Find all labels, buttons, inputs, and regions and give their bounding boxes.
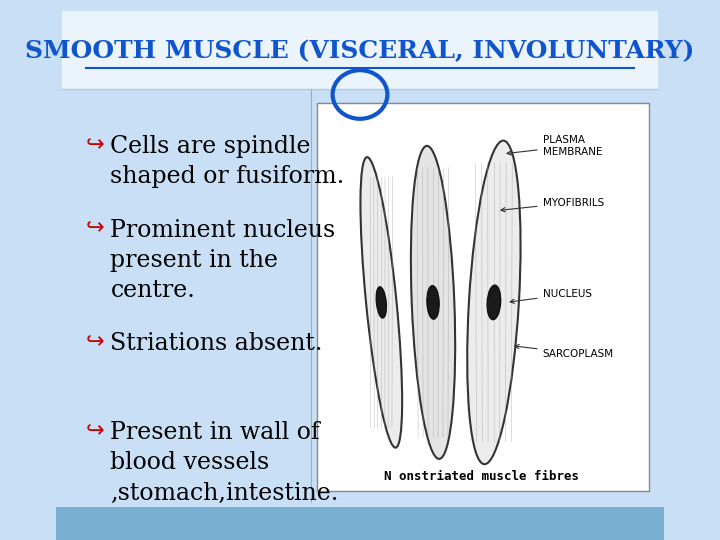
Ellipse shape [487, 285, 500, 320]
Ellipse shape [361, 157, 402, 448]
Text: SMOOTH MUSCLE (VISCERAL, INVOLUNTARY): SMOOTH MUSCLE (VISCERAL, INVOLUNTARY) [25, 39, 695, 63]
Ellipse shape [377, 287, 387, 318]
Text: N onstriated muscle fibres: N onstriated muscle fibres [384, 470, 579, 483]
Text: Cells are spindle
shaped or fusiform.: Cells are spindle shaped or fusiform. [110, 135, 345, 188]
Text: ↪: ↪ [86, 219, 104, 239]
FancyBboxPatch shape [62, 11, 658, 89]
Text: ↪: ↪ [86, 135, 104, 155]
Text: ↪: ↪ [86, 421, 104, 441]
Text: MYOFIBRILS: MYOFIBRILS [501, 198, 604, 212]
Text: NUCLEUS: NUCLEUS [510, 289, 592, 303]
FancyBboxPatch shape [62, 89, 658, 505]
Ellipse shape [467, 140, 521, 464]
Text: Present in wall of
blood vessels
,stomach,intestine.: Present in wall of blood vessels ,stomac… [110, 421, 339, 504]
Text: Prominent nucleus
present in the
centre.: Prominent nucleus present in the centre. [110, 219, 336, 302]
Text: PLASMA
MEMBRANE: PLASMA MEMBRANE [507, 135, 602, 157]
Text: SARCOPLASM: SARCOPLASM [515, 345, 613, 359]
Text: Striations absent.: Striations absent. [110, 332, 323, 355]
Text: ↪: ↪ [86, 332, 104, 352]
Ellipse shape [411, 146, 455, 459]
FancyBboxPatch shape [55, 507, 665, 540]
FancyBboxPatch shape [318, 103, 649, 491]
Ellipse shape [427, 286, 439, 319]
